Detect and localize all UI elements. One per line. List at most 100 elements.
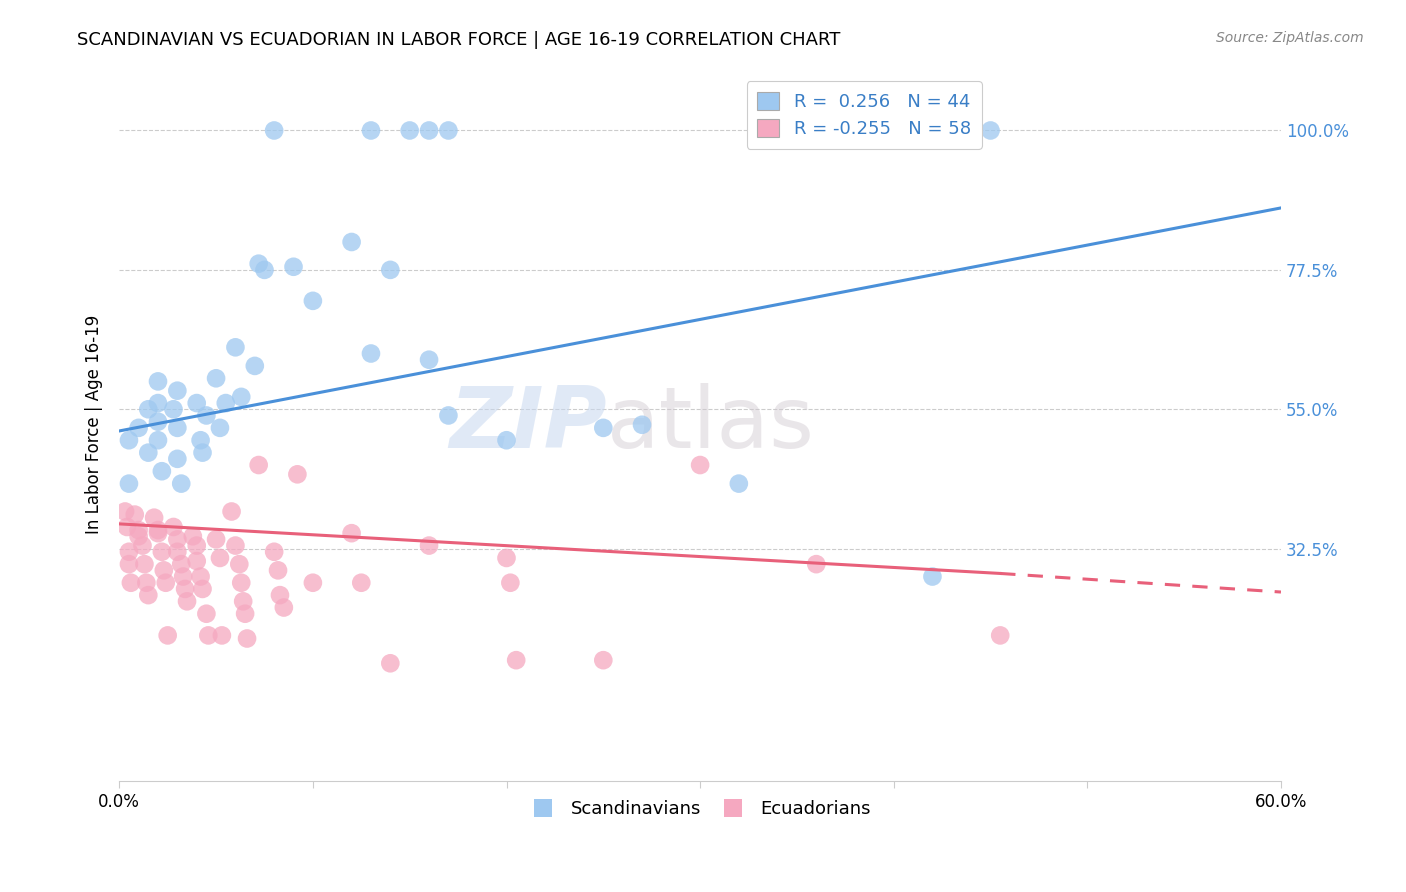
Point — [166, 545, 188, 559]
Point — [150, 545, 173, 559]
Point — [128, 523, 150, 537]
Point — [495, 551, 517, 566]
Point — [418, 352, 440, 367]
Point — [243, 359, 266, 373]
Point — [174, 582, 197, 596]
Point — [143, 510, 166, 524]
Point — [231, 390, 253, 404]
Point — [146, 434, 169, 448]
Point — [592, 653, 614, 667]
Point — [114, 504, 136, 518]
Point — [186, 539, 208, 553]
Text: SCANDINAVIAN VS ECUADORIAN IN LABOR FORCE | AGE 16-19 CORRELATION CHART: SCANDINAVIAN VS ECUADORIAN IN LABOR FORC… — [77, 31, 841, 49]
Point — [988, 628, 1011, 642]
Point — [236, 632, 259, 646]
Point — [224, 340, 246, 354]
Point — [806, 557, 828, 571]
Point — [195, 409, 218, 423]
Point — [186, 396, 208, 410]
Point — [340, 235, 363, 249]
Point — [186, 554, 208, 568]
Text: atlas: atlas — [607, 384, 815, 467]
Point — [136, 445, 159, 459]
Point — [146, 526, 169, 541]
Point — [170, 476, 193, 491]
Point — [190, 569, 212, 583]
Point — [247, 257, 270, 271]
Point — [232, 594, 254, 608]
Point — [156, 628, 179, 642]
Point — [499, 575, 522, 590]
Point — [233, 607, 256, 621]
Point — [398, 123, 420, 137]
Point — [166, 421, 188, 435]
Point — [360, 123, 382, 137]
Point — [136, 588, 159, 602]
Point — [146, 375, 169, 389]
Text: Source: ZipAtlas.com: Source: ZipAtlas.com — [1216, 31, 1364, 45]
Point — [253, 263, 276, 277]
Point — [980, 123, 1002, 137]
Point — [247, 458, 270, 472]
Point — [172, 569, 194, 583]
Point — [115, 520, 138, 534]
Point — [153, 563, 176, 577]
Point — [191, 445, 214, 459]
Point — [302, 293, 325, 308]
Point — [146, 415, 169, 429]
Point — [118, 545, 141, 559]
Point — [263, 545, 285, 559]
Point — [208, 421, 231, 435]
Point — [505, 653, 527, 667]
Point — [128, 529, 150, 543]
Point — [921, 569, 943, 583]
Point — [380, 657, 402, 671]
Point — [350, 575, 373, 590]
Point — [231, 575, 253, 590]
Point — [162, 520, 184, 534]
Point — [283, 260, 305, 274]
Point — [118, 557, 141, 571]
Text: ZIP: ZIP — [450, 384, 607, 467]
Point — [190, 434, 212, 448]
Point — [195, 607, 218, 621]
Point — [224, 539, 246, 553]
Point — [592, 421, 614, 435]
Point — [120, 575, 142, 590]
Point — [437, 409, 460, 423]
Legend: Scandinavians, Ecuadorians: Scandinavians, Ecuadorians — [522, 793, 879, 825]
Point — [170, 557, 193, 571]
Point — [631, 417, 654, 432]
Point — [211, 628, 233, 642]
Point — [166, 451, 188, 466]
Point — [181, 529, 204, 543]
Point — [437, 123, 460, 137]
Point — [176, 594, 198, 608]
Point — [155, 575, 177, 590]
Point — [228, 557, 250, 571]
Point — [128, 421, 150, 435]
Point — [418, 123, 440, 137]
Point — [221, 504, 243, 518]
Point — [360, 346, 382, 360]
Point — [124, 508, 146, 522]
Point — [205, 533, 228, 547]
Point — [118, 476, 141, 491]
Y-axis label: In Labor Force | Age 16-19: In Labor Force | Age 16-19 — [86, 315, 103, 534]
Point — [205, 371, 228, 385]
Point — [302, 575, 325, 590]
Point — [166, 533, 188, 547]
Point — [418, 539, 440, 553]
Point — [215, 396, 238, 410]
Point — [727, 476, 749, 491]
Point — [131, 539, 153, 553]
Point — [267, 563, 290, 577]
Point — [166, 384, 188, 398]
Point — [150, 464, 173, 478]
Point — [191, 582, 214, 596]
Point — [162, 402, 184, 417]
Point — [208, 551, 231, 566]
Point — [136, 402, 159, 417]
Point — [689, 458, 711, 472]
Point — [134, 557, 156, 571]
